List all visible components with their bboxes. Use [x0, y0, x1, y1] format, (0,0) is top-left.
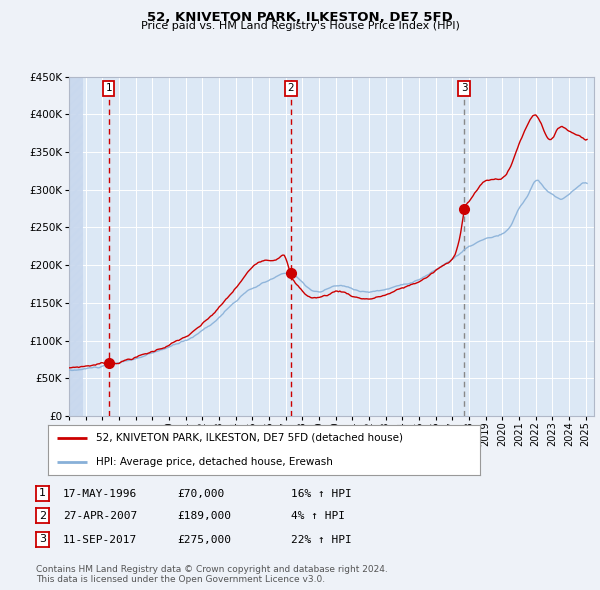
Text: 2: 2: [39, 511, 46, 520]
Text: £189,000: £189,000: [177, 512, 231, 521]
Text: 52, KNIVETON PARK, ILKESTON, DE7 5FD: 52, KNIVETON PARK, ILKESTON, DE7 5FD: [147, 11, 453, 24]
Text: 3: 3: [39, 535, 46, 544]
Text: 1: 1: [39, 489, 46, 498]
Text: Price paid vs. HM Land Registry's House Price Index (HPI): Price paid vs. HM Land Registry's House …: [140, 21, 460, 31]
Text: 22% ↑ HPI: 22% ↑ HPI: [291, 535, 352, 545]
Text: HPI: Average price, detached house, Erewash: HPI: Average price, detached house, Erew…: [95, 457, 332, 467]
Text: 52, KNIVETON PARK, ILKESTON, DE7 5FD (detached house): 52, KNIVETON PARK, ILKESTON, DE7 5FD (de…: [95, 433, 403, 443]
Text: Contains HM Land Registry data © Crown copyright and database right 2024.
This d: Contains HM Land Registry data © Crown c…: [36, 565, 388, 584]
Text: £70,000: £70,000: [177, 489, 224, 499]
Text: 17-MAY-1996: 17-MAY-1996: [63, 489, 137, 499]
Text: 27-APR-2007: 27-APR-2007: [63, 512, 137, 521]
Text: 3: 3: [461, 84, 467, 93]
Text: 11-SEP-2017: 11-SEP-2017: [63, 535, 137, 545]
Bar: [69, 77, 83, 416]
Text: 2: 2: [287, 84, 295, 93]
Text: 1: 1: [106, 84, 112, 93]
Text: 16% ↑ HPI: 16% ↑ HPI: [291, 489, 352, 499]
Text: £275,000: £275,000: [177, 535, 231, 545]
Text: 4% ↑ HPI: 4% ↑ HPI: [291, 512, 345, 521]
